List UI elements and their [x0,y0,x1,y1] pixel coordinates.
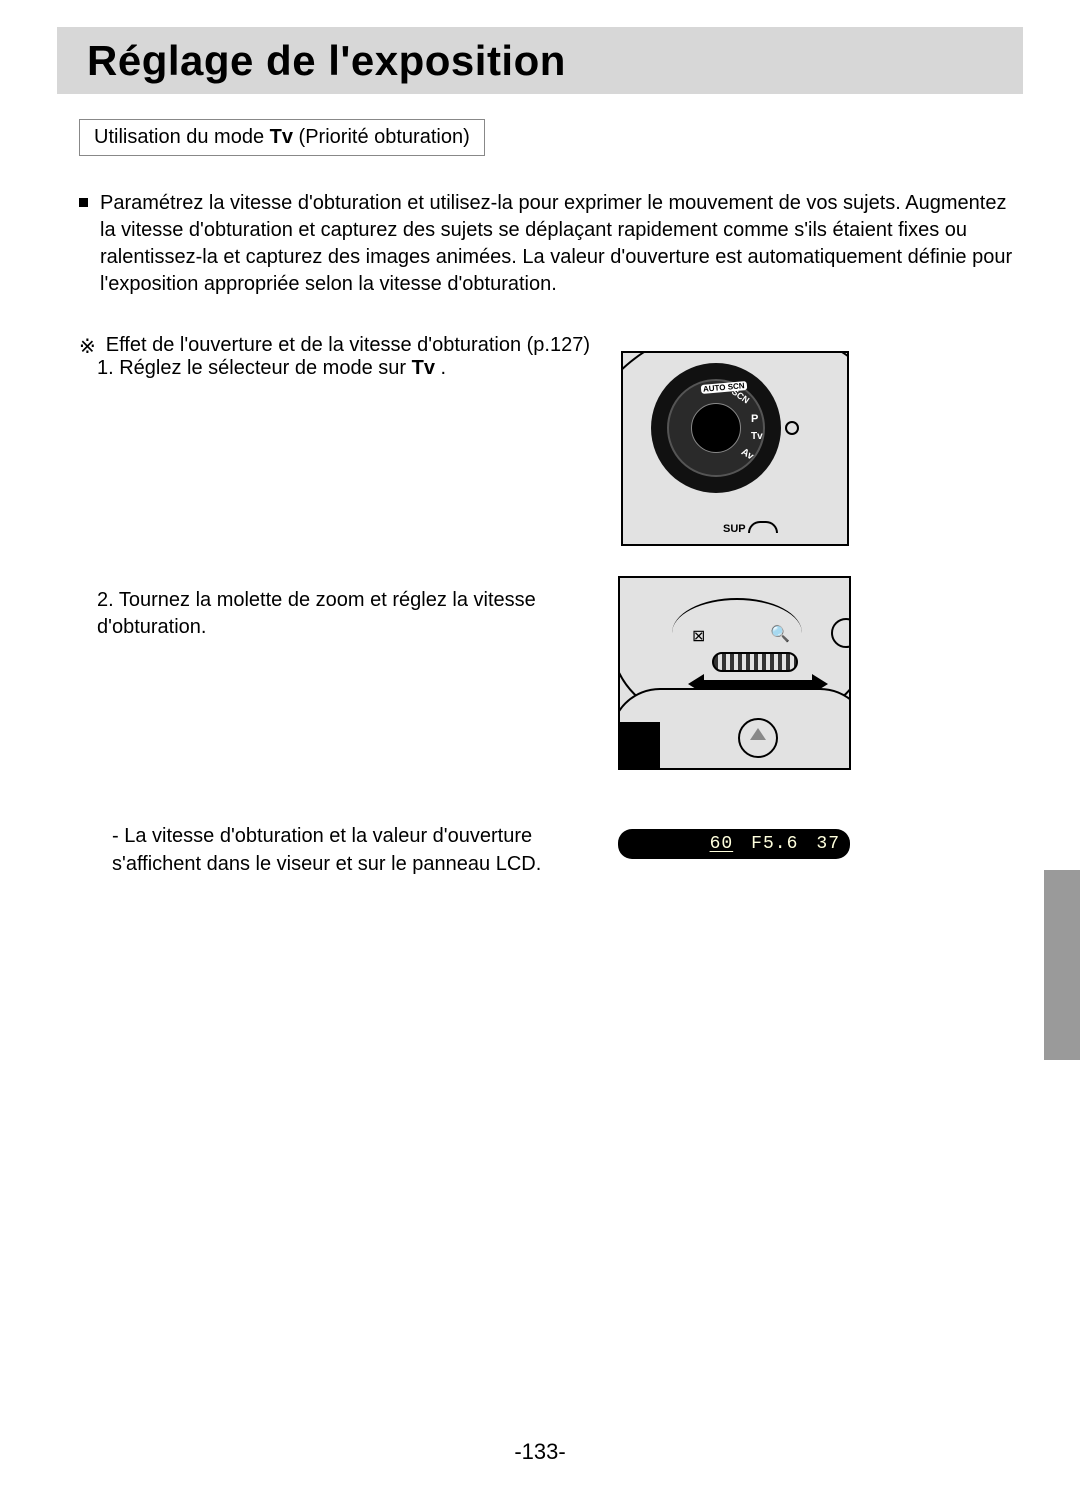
grip-block [620,722,660,768]
step1-prefix: 1. Réglez le sélecteur de mode sur [97,357,412,379]
step-note: - La vitesse d'obturation et la valeur d… [112,822,612,878]
figure-zoom-wheel: ⊠ 🔍 [618,576,851,770]
step1-suffix: . [435,357,446,379]
page-title: Réglage de l'exposition [87,37,566,85]
content-block: Paramétrez la vitesse d'obturation et ut… [79,180,1023,359]
dial-index-mark [785,421,799,435]
mode-symbol: Tv [270,126,293,148]
header-bar: Réglage de l'exposition [57,27,1023,94]
step-2: 2. Tournez la molette de zoom et réglez … [97,587,617,641]
lcd-count: 37 [816,834,840,854]
step1-symbol: Tv [412,357,435,379]
zoom-wheel [712,652,798,672]
sup-label: SUP [723,523,746,535]
mode-dial-center [691,403,741,453]
dial-label-p: P [751,413,758,425]
subheader-suffix: (Priorité obturation) [293,126,470,148]
page-number: -133- [0,1439,1080,1465]
square-bullet-icon [79,198,88,207]
dial-label-tv: Tv [751,431,763,442]
lcd-aperture: F5.6 [751,834,798,854]
step-1: 1. Réglez le sélecteur de mode sur Tv . [97,355,597,382]
manual-page: Réglage de l'exposition Utilisation du m… [0,0,1080,1507]
figure-mode-dial: AUTO SCN SCN P Tv Av SUP [621,351,849,546]
up-triangle-icon [750,728,766,740]
lcd-shutter: 60 [710,834,734,854]
intro-text: Paramétrez la vitesse d'obturation et ut… [100,190,1023,298]
figure-lcd-readout: 60 F5.6 37 [618,829,850,859]
mode-subheader: Utilisation du mode Tv (Priorité obturat… [79,119,485,156]
sup-switch-icon [748,521,778,533]
subheader-prefix: Utilisation du mode [94,126,270,148]
magnifier-icon: 🔍 [770,624,790,644]
intro-bullet: Paramétrez la vitesse d'obturation et ut… [79,190,1023,298]
grid-icon: ⊠ [692,626,705,646]
reference-mark-icon: ※ [79,334,96,359]
section-tab [1044,870,1080,1060]
